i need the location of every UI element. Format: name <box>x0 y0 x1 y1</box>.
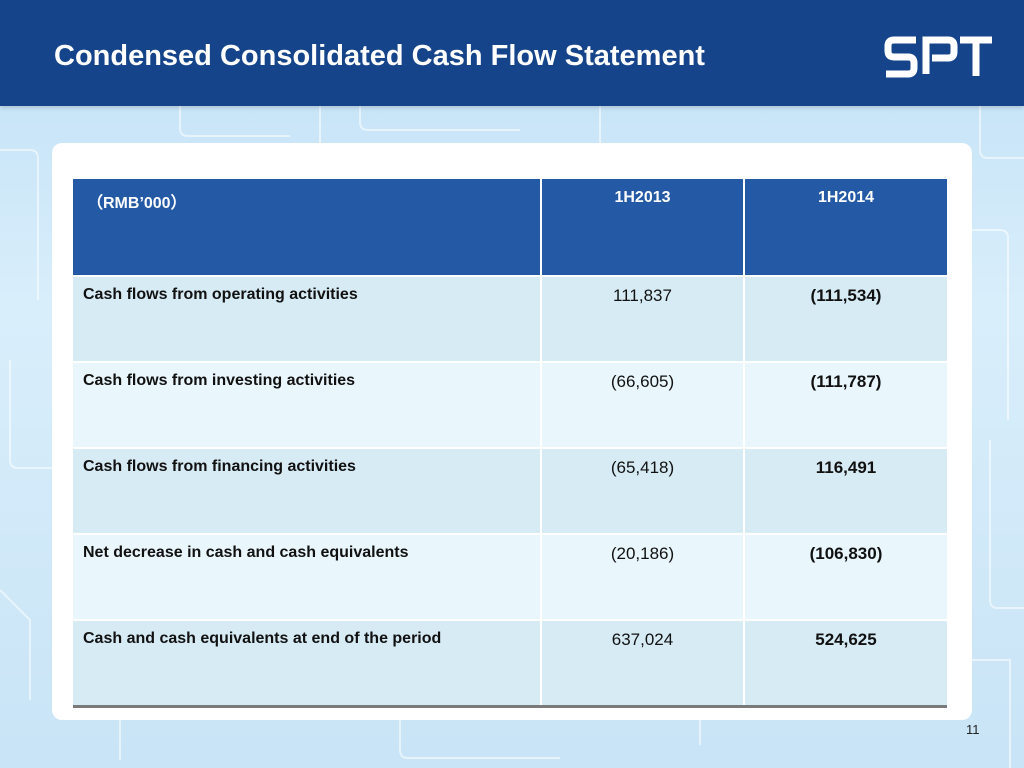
value-1h2014: 524,625 <box>744 619 947 708</box>
value-1h2014: 116,491 <box>744 448 947 535</box>
row-label: Cash flows from financing activities <box>73 448 542 535</box>
column-header-1h2014: 1H2014 <box>744 179 947 276</box>
value-1h2014: (111,534) <box>744 276 947 363</box>
table-row: Cash flows from investing activities (66… <box>73 362 947 449</box>
value-1h2013: 637,024 <box>541 619 745 708</box>
row-label: Cash and cash equivalents at end of the … <box>73 619 542 708</box>
value-1h2014: (111,787) <box>744 362 947 449</box>
row-label: Cash flows from investing activities <box>73 362 542 449</box>
table-row: Cash flows from financing activities (65… <box>73 448 947 535</box>
value-1h2014: (106,830) <box>744 534 947 621</box>
slide-title: Condensed Consolidated Cash Flow Stateme… <box>54 40 705 72</box>
table-row: Net decrease in cash and cash equivalent… <box>73 534 947 621</box>
column-header-1h2013: 1H2013 <box>541 179 745 276</box>
page-number: 11 <box>966 722 980 737</box>
table-header-row: （RMB’000） 1H2013 1H2014 <box>73 179 947 276</box>
value-1h2013: 111,837 <box>541 276 745 363</box>
slide-header: Condensed Consolidated Cash Flow Stateme… <box>0 0 1024 106</box>
table-row: Cash and cash equivalents at end of the … <box>73 619 947 708</box>
row-label: Net decrease in cash and cash equivalent… <box>73 534 542 621</box>
row-label: Cash flows from operating activities <box>73 276 542 363</box>
value-1h2013: (20,186) <box>541 534 745 621</box>
value-1h2013: (65,418) <box>541 448 745 535</box>
column-header-unit: （RMB’000） <box>73 179 542 276</box>
spt-logo-icon <box>884 36 992 78</box>
value-1h2013: (66,605) <box>541 362 745 449</box>
table-row: Cash flows from operating activities 111… <box>73 276 947 363</box>
cash-flow-table: （RMB’000） 1H2013 1H2014 Cash flows from … <box>73 179 947 708</box>
